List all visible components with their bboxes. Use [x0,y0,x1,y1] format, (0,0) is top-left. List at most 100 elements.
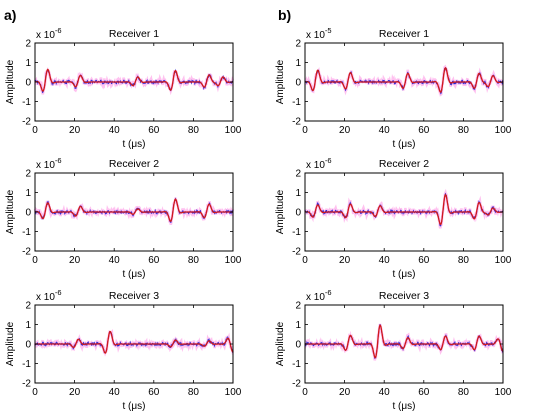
y-axis-label: Amplitude [275,321,286,366]
y-axis-label: Amplitude [5,59,16,104]
series-fit [304,66,503,93]
y-tick-label: -2 [292,379,301,390]
x-tick-label: 20 [69,125,81,136]
x-tick-label: 100 [225,255,242,266]
x-axis-label: t (μs) [393,401,416,412]
multiplier-exponent: -6 [325,288,332,297]
x-tick-label: 60 [418,125,430,136]
x-tick-label: 40 [379,125,391,136]
chart-title: Receiver 2 [379,158,429,170]
x-tick-label: 40 [379,255,391,266]
x-tick-label: 40 [109,125,121,136]
chart-receiver-panel: Receiver 2 x 10-6 0 20 40 60 80 100 -2 -1 0 1 2 t (μs… [275,156,512,280]
x-tick-label: 20 [69,387,81,398]
series-envelope [303,188,504,229]
x-tick-label: 60 [148,387,160,398]
axis-multiplier: x 10-5 [306,26,332,41]
chart-receiver-panel: Receiver 1 x 10-5 0 20 40 60 80 100 -2 -1 0 1 2 t (μs… [275,26,512,150]
y-tick-label: -1 [292,227,301,238]
multiplier-exponent: -5 [325,26,332,35]
x-tick-label: 60 [418,387,430,398]
x-tick-label: 60 [148,125,160,136]
chart-receiver-panel: Receiver 3 x 10-6 0 20 40 60 80 100 -2 -1 0 1 2 t (μs… [275,288,512,412]
x-tick-label: 40 [109,255,121,266]
y-tick-label: 0 [25,340,31,351]
y-tick-label: 2 [295,39,301,50]
series-fit [34,68,234,92]
chart-title: Receiver 3 [109,290,159,302]
multiplier-exponent: -6 [55,26,62,35]
axis-multiplier: x 10-6 [36,288,62,303]
y-tick-label: 0 [295,340,301,351]
multiplier-exponent: -6 [55,288,62,297]
panel-label-b: b) [278,7,291,23]
panel-label-a: a) [4,7,16,23]
y-tick-label: 0 [295,78,301,89]
y-tick-label: 0 [25,208,31,219]
chart-receiver-panel: Receiver 3 x 10-6 0 20 40 60 80 100 -2 -1 0 1 2 t (μs… [5,288,242,412]
y-tick-label: 2 [295,301,301,312]
x-axis-label: t (μs) [393,139,416,150]
multiplier-base: x 10 [36,30,55,41]
x-tick-label: 0 [302,387,308,398]
multiplier-exponent: -6 [325,156,332,165]
chart-receiver-panel: Receiver 2 x 10-6 0 20 40 60 80 100 -2 -1 0 1 2 t (μs… [5,156,242,280]
multiplier-base: x 10 [306,30,325,41]
x-tick-label: 40 [379,387,391,398]
y-tick-label: 1 [295,58,301,69]
x-tick-label: 80 [188,125,200,136]
series-measured [34,331,234,354]
x-tick-label: 60 [148,255,160,266]
y-tick-label: 0 [295,208,301,219]
y-tick-label: -1 [22,227,31,238]
axis-multiplier: x 10-6 [306,288,332,303]
multiplier-base: x 10 [306,160,325,171]
y-tick-label: 2 [295,169,301,180]
y-tick-label: 0 [25,78,31,89]
y-tick-label: 2 [25,301,31,312]
multiplier-base: x 10 [306,292,325,303]
x-tick-label: 80 [458,255,470,266]
y-tick-label: -2 [292,247,301,258]
x-tick-label: 0 [32,255,38,266]
x-tick-label: 20 [339,387,351,398]
y-axis-label: Amplitude [275,59,286,104]
chart-receiver-panel: Receiver 1 x 10-6 0 20 40 60 80 100 -2 -1 0 1 2 t (μs… [5,26,242,150]
x-tick-label: 20 [339,125,351,136]
x-axis-label: t (μs) [123,401,146,412]
x-tick-label: 20 [339,255,351,266]
chart-title: Receiver 1 [379,28,429,40]
x-tick-label: 20 [69,255,81,266]
series-fit [304,193,504,226]
axis-multiplier: x 10-6 [36,156,62,171]
y-tick-label: -2 [292,117,301,128]
x-tick-label: 60 [418,255,430,266]
x-tick-label: 80 [188,387,200,398]
y-tick-label: -1 [292,359,301,370]
y-tick-label: -1 [22,97,31,108]
x-axis-label: t (μs) [393,269,416,280]
multiplier-base: x 10 [36,160,55,171]
series-measured [304,324,504,359]
series-envelope [33,197,235,226]
x-tick-label: 100 [495,125,512,136]
series-envelope [304,64,504,97]
y-tick-label: 1 [25,320,31,331]
y-tick-label: 2 [25,169,31,180]
x-tick-label: 80 [458,125,470,136]
y-tick-label: 1 [295,188,301,199]
x-axis-label: t (μs) [123,269,146,280]
x-tick-label: 0 [302,125,308,136]
series-fit [34,198,233,222]
axis-multiplier: x 10-6 [306,156,332,171]
x-tick-label: 100 [495,387,512,398]
series-fit [35,330,234,354]
y-axis-label: Amplitude [275,189,286,234]
y-axis-label: Amplitude [5,321,16,366]
x-tick-label: 100 [495,255,512,266]
multiplier-base: x 10 [36,292,55,303]
x-tick-label: 100 [225,125,242,136]
x-tick-label: 100 [225,387,242,398]
